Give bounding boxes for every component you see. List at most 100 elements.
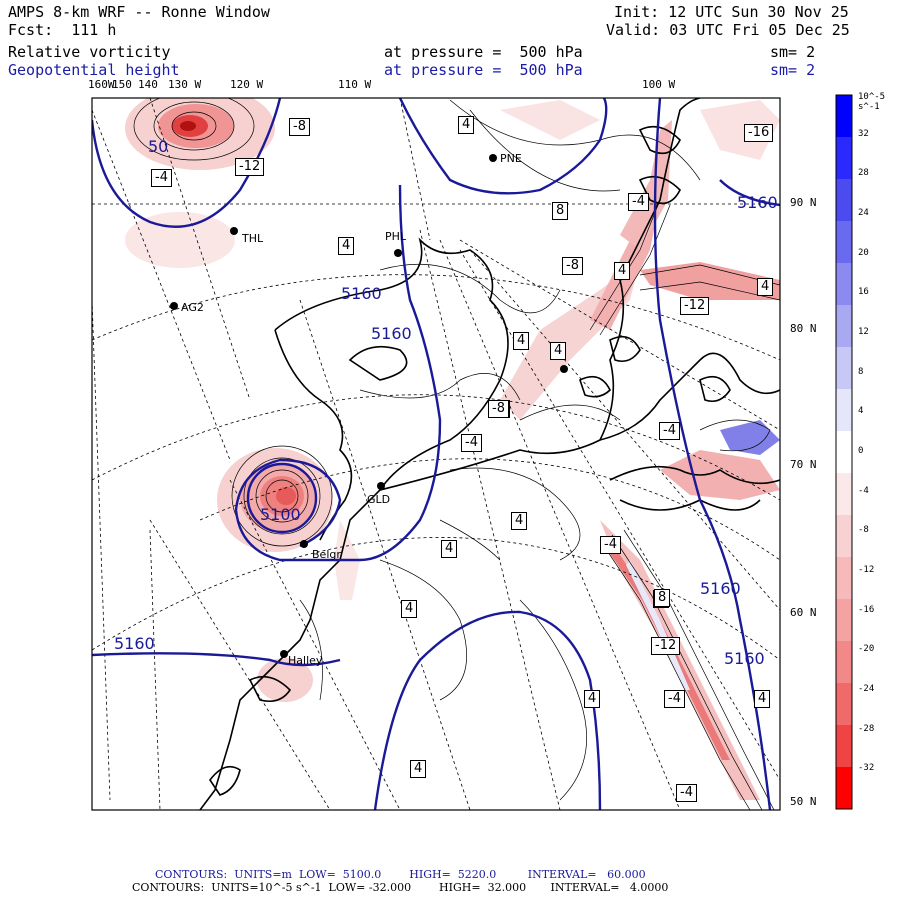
station-label: AG2 — [181, 301, 204, 314]
vorticity-contours — [133, 98, 780, 810]
colorbar-tick-label: 32 — [858, 128, 869, 139]
vorticity-label: 8 — [552, 202, 569, 220]
vorticity-label: 4 — [338, 237, 355, 255]
vorticity-label: -8 — [562, 257, 583, 275]
colorbar-segment — [836, 557, 852, 600]
lat-label: 90 N — [790, 196, 817, 209]
colorbar-frame — [835, 94, 853, 810]
colorbar-segment — [836, 641, 852, 684]
colorbar-unit: 10^-5 s^-1 — [858, 92, 886, 112]
map-title: AMPS 8-km WRF -- Ronne Window — [8, 3, 270, 21]
height-label: 5160 — [737, 193, 778, 212]
colorbar-tick-label: -16 — [858, 604, 875, 615]
height-contour-info: CONTOURS: UNITS=m LOW= 5100.0 HIGH= 5220… — [155, 868, 646, 881]
lat-label: 80 N — [790, 322, 817, 335]
height-label: 5160 — [371, 324, 412, 343]
height-label: 50 — [148, 137, 168, 156]
lon-label: 100 W — [642, 78, 676, 91]
station-dot — [300, 540, 308, 548]
colorbar-segment — [836, 473, 852, 516]
vorticity-label: -4 — [628, 193, 649, 211]
lat-label: 70 N — [790, 458, 817, 471]
colorbar-segment — [836, 221, 852, 264]
colorbar-tick-label: -8 — [858, 525, 869, 536]
station-label: PHL — [385, 230, 407, 243]
colorbar-segment — [836, 515, 852, 558]
vorticity-label: 4 — [550, 342, 567, 360]
vorticity-label: -16 — [744, 124, 774, 142]
field2-smoothing: sm= 2 — [770, 61, 816, 79]
colorbar-tick-label: -4 — [858, 485, 869, 496]
lat-label: 60 N — [790, 606, 817, 619]
lat-label: 50 N — [790, 795, 817, 808]
valid-time: Valid: 03 UTC Fri 05 Dec 25 — [606, 21, 850, 39]
colorbar-tick-label: 8 — [858, 366, 864, 377]
colorbar-tick-label: -20 — [858, 644, 875, 655]
colorbar — [836, 95, 852, 810]
colorbar-segment — [836, 347, 852, 390]
height-label: 5160 — [341, 284, 382, 303]
colorbar-tick-label: -12 — [858, 565, 875, 575]
vorticity-label: 8 — [654, 589, 671, 607]
vorticity-label: -12 — [680, 297, 710, 315]
field1-level: at pressure = 500 hPa — [384, 43, 583, 61]
vorticity-label: -12 — [235, 158, 265, 176]
colorbar-tick-label: 12 — [858, 327, 869, 337]
colorbar-segment — [836, 725, 852, 768]
station-dot — [280, 650, 288, 658]
vorticity-label: 4 — [584, 690, 601, 708]
colorbar-tick-label: -24 — [858, 684, 875, 694]
colorbar-segment — [836, 179, 852, 222]
colorbar-segment — [836, 767, 852, 810]
station-markers — [170, 154, 568, 658]
field2-level: at pressure = 500 hPa — [384, 61, 583, 79]
vorticity-label: 4 — [441, 540, 458, 558]
colorbar-tick-label: 16 — [858, 287, 869, 298]
colorbar-tick-label: -28 — [858, 723, 875, 734]
coastline — [199, 98, 780, 810]
station-label: THL — [241, 232, 264, 245]
colorbar-segment — [836, 263, 852, 306]
vorticity-label: 4 — [401, 600, 418, 618]
plot-frame — [91, 97, 781, 811]
station-dot — [394, 249, 402, 257]
station-label: Halley — [288, 654, 323, 667]
vorticity-label: -4 — [664, 690, 685, 708]
colorbar-segment — [836, 137, 852, 180]
vorticity-label: -12 — [651, 637, 681, 655]
lon-label: 150 — [112, 78, 132, 91]
colorbar-segment — [836, 431, 852, 474]
vorticity-label: 4 — [754, 690, 771, 708]
vorticity-label: -8 — [488, 400, 509, 418]
station-dot — [170, 302, 178, 310]
height-label: 5160 — [724, 649, 765, 668]
lon-label: 130 W — [168, 78, 202, 91]
init-time: Init: 12 UTC Sun 30 Nov 25 — [614, 3, 849, 21]
lon-label: 160W — [88, 78, 115, 91]
colorbar-segment — [836, 599, 852, 642]
lon-label: 140 — [138, 78, 158, 91]
colorbar-tick-label: 24 — [858, 208, 869, 218]
colorbar-segment — [836, 683, 852, 726]
colorbar-segment — [836, 95, 852, 138]
vorticity-label: -4 — [659, 422, 680, 440]
field1-name: Relative vorticity — [8, 43, 171, 61]
colorbar-tick-label: 4 — [858, 406, 864, 417]
station-label: GLD — [367, 493, 390, 506]
station-label: PNE — [500, 152, 522, 165]
vorticity-label: 4 — [757, 278, 774, 296]
colorbar-tick-label: -32 — [858, 763, 875, 774]
station-dot — [560, 365, 568, 373]
vorticity-label: -4 — [676, 784, 697, 802]
station-dot — [230, 227, 238, 235]
vorticity-label: 4 — [410, 760, 427, 778]
station-label: Belgr — [312, 548, 341, 561]
field2-name: Geopotential height — [8, 61, 180, 79]
vorticity-label: -4 — [461, 434, 482, 452]
station-dot — [489, 154, 497, 162]
forecast-hour: Fcst: 111 h — [8, 21, 117, 39]
colorbar-segment — [836, 389, 852, 432]
colorbar-tick-label: 0 — [858, 446, 864, 456]
lon-label: 120 W — [230, 78, 264, 91]
